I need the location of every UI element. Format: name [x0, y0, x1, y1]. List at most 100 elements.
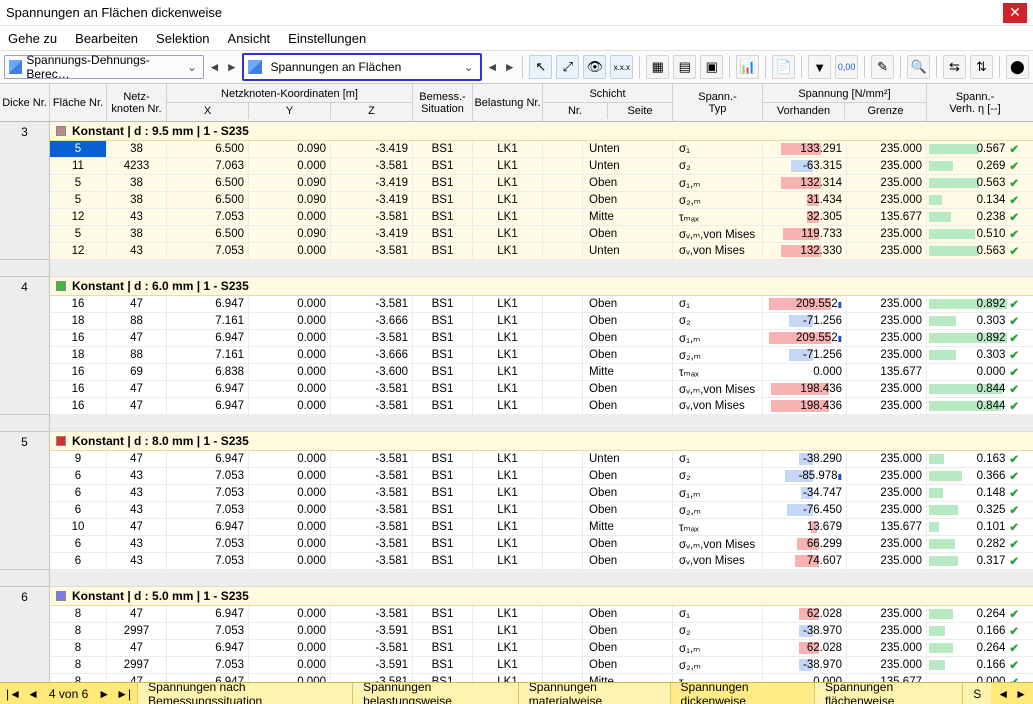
hdr-spannung: Spannung [N/mm²] — [763, 86, 926, 103]
select-icon[interactable]: ⤢ — [556, 55, 579, 79]
menu-gehe-zu[interactable]: Gehe zu — [8, 31, 57, 46]
hdr-flaeche: Fläche Nr. — [53, 97, 103, 109]
module-dropdown-label: Spannungs-Dehnungs-Berec… — [26, 53, 185, 81]
tool2-icon[interactable]: ⇅ — [970, 55, 993, 79]
colors-icon[interactable]: ⬤ — [1006, 55, 1029, 79]
table-row[interactable]: 12437.0530.000-3.581BS1LK1Mitteτₘₐₓ32.30… — [50, 209, 1033, 226]
table-row[interactable]: 8476.9470.000-3.581BS1LK1Obenσ₁62.028235… — [50, 606, 1033, 623]
color-swatch — [56, 591, 66, 601]
chevron-down-icon: ⌄ — [185, 60, 198, 74]
decimals-icon[interactable]: 0,00 — [835, 55, 858, 79]
footer-tab[interactable]: Spannungen nach Bemessungssituation — [137, 683, 352, 704]
hdr-knoten: Netz- knoten Nr. — [111, 91, 161, 115]
table-icon[interactable]: ▦ — [646, 55, 669, 79]
hdr-dicke: Dicke Nr. — [2, 97, 47, 109]
table-row[interactable]: 5386.5000.090-3.419BS1LK1Obenσᵥ,ₘ,von Mi… — [50, 226, 1033, 243]
table-row[interactable]: 6437.0530.000-3.581BS1LK1Obenσ₂-85.978 ▮… — [50, 468, 1033, 485]
prev-view-button[interactable]: ◄ — [486, 56, 499, 78]
table-row[interactable]: 5386.5000.090-3.419BS1LK1Obenσ₂,ₘ31.4342… — [50, 192, 1033, 209]
funnel-icon[interactable]: ▼ — [808, 55, 831, 79]
table-row[interactable]: 16476.9470.000-3.581BS1LK1Obenσᵥ,von Mis… — [50, 398, 1033, 415]
table-row[interactable]: 8476.9470.000-3.581BS1LK1Obenσ₁,ₘ62.0282… — [50, 640, 1033, 657]
search-icon[interactable]: 🔍 — [907, 55, 930, 79]
hdr-belastung: Belastung Nr. — [474, 97, 540, 109]
grid-header: Dicke Nr. Fläche Nr. Netz- knoten Nr. Ne… — [0, 84, 1033, 122]
table-row[interactable]: 829977.0530.000-3.591BS1LK1Obenσ₂,ₘ-38.9… — [50, 657, 1033, 674]
hdr-z: Z — [331, 103, 412, 119]
footer-tab[interactable]: S — [962, 683, 991, 704]
group-title: Konstant | d : 9.5 mm | 1 - S235 — [72, 124, 249, 138]
next-view-button[interactable]: ► — [503, 56, 516, 78]
filter-icon[interactable]: ↖ — [529, 55, 552, 79]
table-row[interactable]: 16476.9470.000-3.581BS1LK1Obenσ₁209.552 … — [50, 296, 1033, 313]
table-row[interactable]: 1142337.0630.000-3.581BS1LK1Untenσ₂-63.3… — [50, 158, 1033, 175]
cube-icon — [248, 60, 262, 74]
group-title: Konstant | d : 5.0 mm | 1 - S235 — [72, 589, 249, 603]
menu-ansicht[interactable]: Ansicht — [228, 31, 271, 46]
footer-bar: |◄ ◄ 4 von 6 ► ►| Spannungen nach Bemess… — [0, 682, 1033, 704]
color-swatch — [56, 436, 66, 446]
table-row[interactable]: 10476.9470.000-3.581BS1LK1Mitteτₘₐₓ13.67… — [50, 519, 1033, 536]
tool1-icon[interactable]: ⇆ — [943, 55, 966, 79]
table-row[interactable]: 8476.9470.000-3.581BS1LK1Mitteτₘₐₓ0.0001… — [50, 674, 1033, 682]
tabs-prev[interactable]: ◄ — [995, 687, 1011, 701]
chevron-down-icon: ⌄ — [462, 60, 476, 74]
group-header[interactable]: Konstant | d : 8.0 mm | 1 - S235 — [50, 432, 1033, 451]
nav-last[interactable]: ►| — [114, 687, 133, 701]
table-row[interactable]: 6437.0530.000-3.581BS1LK1Obenσᵥ,von Mise… — [50, 553, 1033, 570]
menu-einstellungen[interactable]: Einstellungen — [288, 31, 366, 46]
table-row[interactable]: 9476.9470.000-3.581BS1LK1Untenσ₁-38.2902… — [50, 451, 1033, 468]
close-button[interactable]: ✕ — [1003, 3, 1027, 23]
group-number: 4 — [0, 277, 50, 415]
group-header[interactable]: Konstant | d : 5.0 mm | 1 - S235 — [50, 587, 1033, 606]
table-row[interactable]: 18887.1610.000-3.666BS1LK1Obenσ₂,ₘ-71.25… — [50, 347, 1033, 364]
hdr-vorhanden: Vorhanden — [763, 103, 845, 119]
group-header[interactable]: Konstant | d : 6.0 mm | 1 - S235 — [50, 277, 1033, 296]
table-row[interactable]: 16476.9470.000-3.581BS1LK1Obenσᵥ,ₘ,von M… — [50, 381, 1033, 398]
footer-tab[interactable]: Spannungen dickenweise — [670, 683, 815, 704]
table-row[interactable]: 5386.5000.090-3.419BS1LK1Obenσ₁,ₘ132.314… — [50, 175, 1033, 192]
table-row[interactable]: 12437.0530.000-3.581BS1LK1Untenσᵥ,von Mi… — [50, 243, 1033, 260]
group-header[interactable]: Konstant | d : 9.5 mm | 1 - S235 — [50, 122, 1033, 141]
table-row[interactable]: 18887.1610.000-3.666BS1LK1Obenσ₂-71.2562… — [50, 313, 1033, 330]
prev-module-button[interactable]: ◄ — [208, 56, 221, 78]
nav-next[interactable]: ► — [96, 687, 112, 701]
menu-selektion[interactable]: Selektion — [156, 31, 209, 46]
grid-body[interactable]: 3Konstant | d : 9.5 mm | 1 - S2355386.50… — [0, 122, 1033, 682]
footer-scroll: ◄ ► — [991, 687, 1033, 701]
table-row[interactable]: 5386.5000.090-3.419BS1LK1Untenσ₁133.2912… — [50, 141, 1033, 158]
footer-tab[interactable]: Spannungen materialweise — [518, 683, 670, 704]
table-row[interactable]: 16696.8380.000-3.600BS1LK1Mitteτₘₐₓ0.000… — [50, 364, 1033, 381]
panel-icon[interactable]: ▣ — [700, 55, 723, 79]
next-module-button[interactable]: ► — [225, 56, 238, 78]
nav-position: 4 von 6 — [43, 687, 94, 701]
xxx-icon[interactable]: x.x.x — [610, 55, 633, 79]
table-row[interactable]: 16476.9470.000-3.581BS1LK1Obenσ₁,ₘ209.55… — [50, 330, 1033, 347]
toolbar: Spannungs-Dehnungs-Berec… ⌄ ◄ ► Spannung… — [0, 50, 1033, 84]
footer-tabs: Spannungen nach BemessungssituationSpann… — [137, 683, 991, 704]
nav-prev[interactable]: ◄ — [25, 687, 41, 701]
wand-icon[interactable]: ✎ — [871, 55, 894, 79]
footer-nav: |◄ ◄ 4 von 6 ► ►| — [0, 687, 137, 701]
tabs-next[interactable]: ► — [1013, 687, 1029, 701]
nav-first[interactable]: |◄ — [4, 687, 23, 701]
footer-tab[interactable]: Spannungen belastungsweise — [352, 683, 518, 704]
export-icon[interactable]: 📄 — [772, 55, 795, 79]
menu-bearbeiten[interactable]: Bearbeiten — [75, 31, 138, 46]
footer-tab[interactable]: Spannungen flächenweise — [814, 683, 962, 704]
eye-icon[interactable]: 👁 — [583, 55, 606, 79]
menu-bar: Gehe zu Bearbeiten Selektion Ansicht Ein… — [0, 26, 1033, 50]
color-swatch — [56, 281, 66, 291]
view-dropdown[interactable]: Spannungen an Flächen ⌄ — [242, 53, 481, 81]
chart-icon[interactable]: 📊 — [736, 55, 759, 79]
grid-icon[interactable]: ▤ — [673, 55, 696, 79]
group-number: 5 — [0, 432, 50, 570]
view-dropdown-label: Spannungen an Flächen — [266, 60, 461, 74]
table-row[interactable]: 829977.0530.000-3.591BS1LK1Obenσ₂-38.970… — [50, 623, 1033, 640]
table-row[interactable]: 6437.0530.000-3.581BS1LK1Obenσᵥ,ₘ,von Mi… — [50, 536, 1033, 553]
module-dropdown[interactable]: Spannungs-Dehnungs-Berec… ⌄ — [4, 55, 204, 79]
hdr-eta: Spann.- Verh. η [--] — [949, 91, 1000, 115]
table-row[interactable]: 6437.0530.000-3.581BS1LK1Obenσ₂,ₘ-76.450… — [50, 502, 1033, 519]
group-number: 6 — [0, 587, 50, 682]
table-row[interactable]: 6437.0530.000-3.581BS1LK1Obenσ₁,ₘ-34.747… — [50, 485, 1033, 502]
